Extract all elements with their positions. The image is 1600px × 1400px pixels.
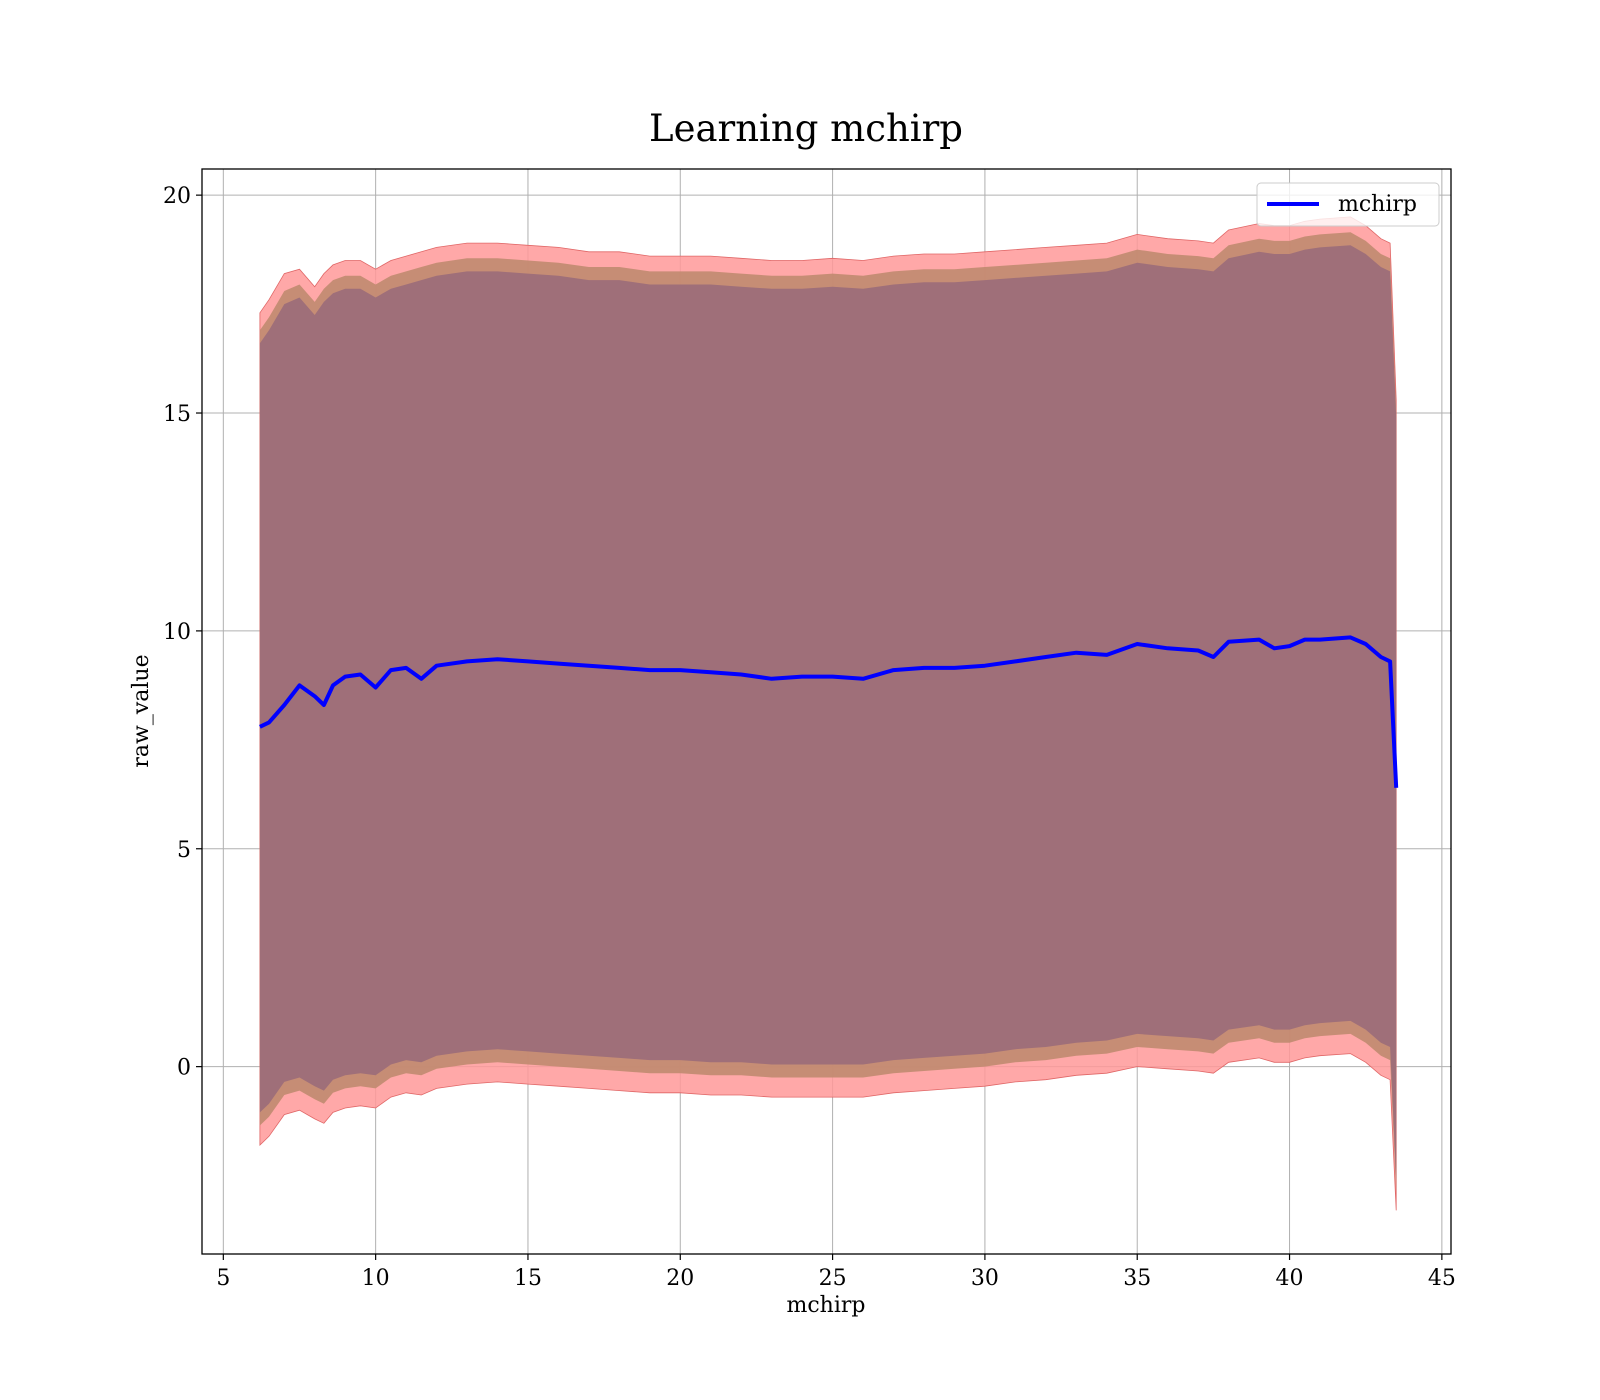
x-tick-label: 5 (216, 1266, 230, 1291)
legend-box (1256, 182, 1440, 227)
series-line-mchirp (259, 635, 1399, 788)
x-axis-label: mchirp (787, 1293, 866, 1318)
chart-title: Learning mchirp (649, 107, 963, 150)
plot-frame (201, 168, 1452, 1255)
y-axis-label: raw_value (129, 654, 154, 767)
legend: mchirp (1256, 182, 1440, 227)
y-tick-label: 20 (163, 184, 191, 209)
y-tick-label: 0 (177, 1056, 191, 1081)
y-tick-label: 15 (163, 402, 191, 427)
x-tick-label: 15 (514, 1266, 542, 1291)
x-tick-label: 10 (362, 1266, 390, 1291)
y-tick-label: 10 (163, 620, 191, 645)
y-tick-label: 5 (177, 838, 191, 863)
inner-band (259, 245, 1397, 1180)
x-tick-label: 40 (1276, 1266, 1304, 1291)
series-lines (259, 635, 1399, 788)
x-tick-label: 25 (819, 1266, 847, 1291)
confidence-bands (259, 216, 1397, 1211)
y-axis-ticks: 0 5 10 15 20 (163, 184, 202, 1081)
legend-entry-mchirp: mchirp (1338, 192, 1417, 217)
x-tick-label: 30 (971, 1266, 999, 1291)
x-tick-label: 45 (1428, 1266, 1456, 1291)
x-tick-label: 20 (666, 1266, 694, 1291)
x-tick-label: 35 (1123, 1266, 1151, 1291)
x-axis-ticks: 5 10 15 20 25 30 35 40 45 (216, 1254, 1456, 1291)
